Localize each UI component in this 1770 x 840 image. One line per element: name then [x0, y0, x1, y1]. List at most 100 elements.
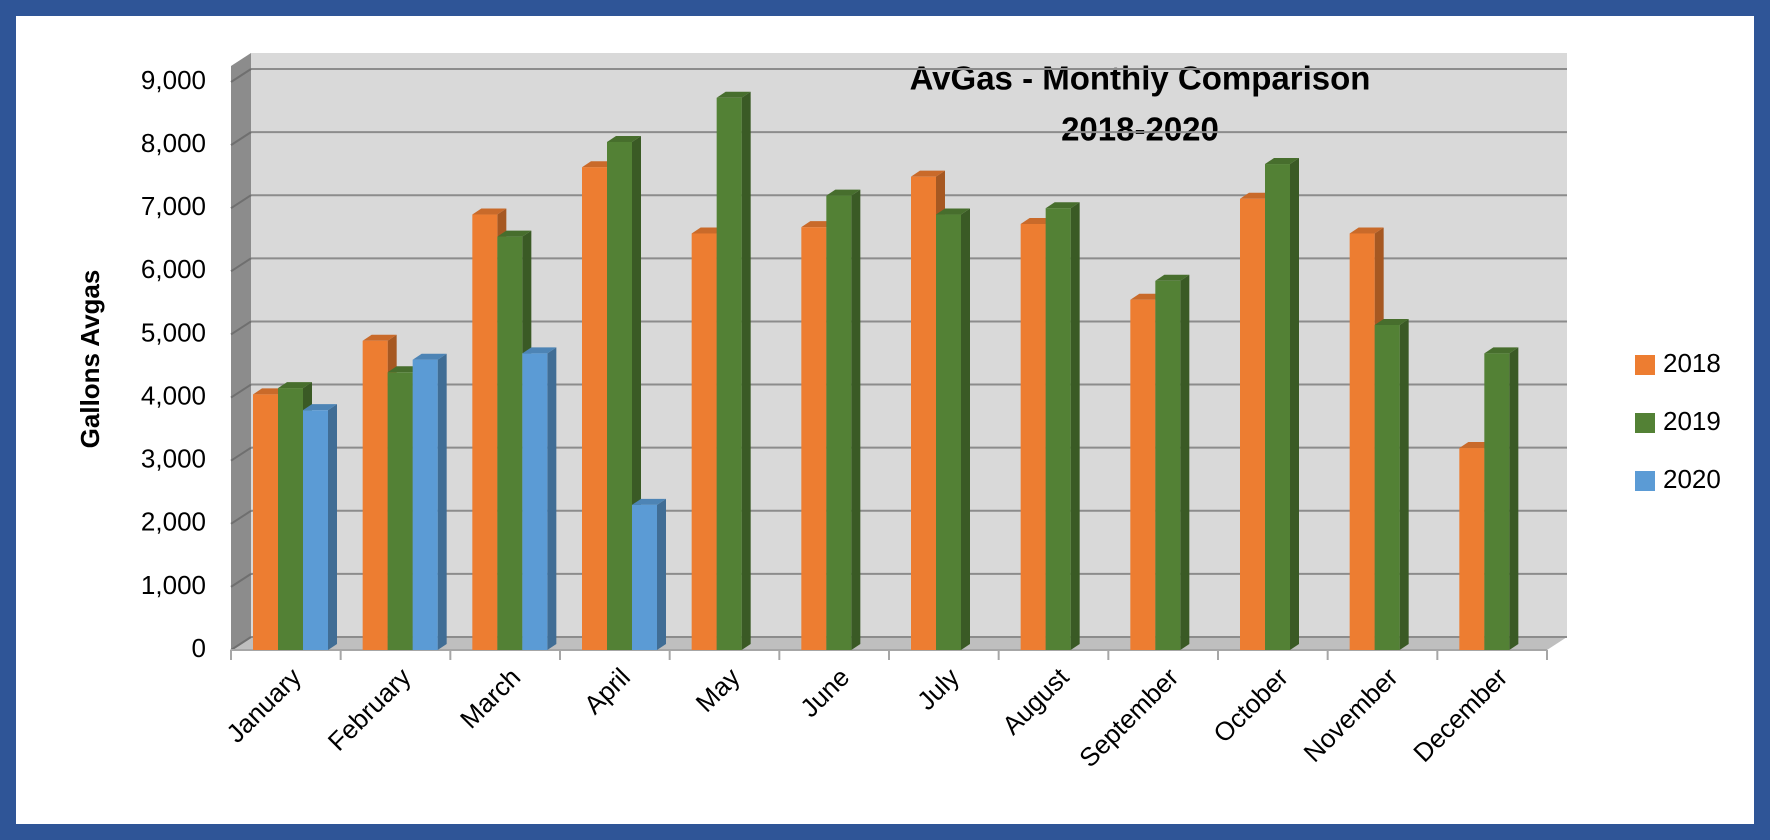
- bar-side: [1509, 347, 1519, 650]
- bar-group: [632, 498, 666, 650]
- bar-side: [741, 91, 751, 651]
- bar: [1045, 208, 1071, 650]
- back-wall: [251, 53, 1567, 637]
- bar-top: [497, 230, 532, 237]
- legend-label: 2018: [1663, 348, 1721, 378]
- bar: [1374, 324, 1400, 650]
- bar-side: [1180, 274, 1190, 650]
- y-tick-label: 4,000: [141, 380, 206, 410]
- bar-group: [522, 347, 557, 650]
- bar-side: [851, 189, 861, 650]
- bar-group: [497, 230, 532, 650]
- bar-top: [522, 347, 557, 354]
- bar: [716, 97, 742, 651]
- grid-line-side: [230, 636, 252, 651]
- bar: [362, 340, 388, 650]
- floor: [231, 637, 1567, 650]
- bar-top: [362, 334, 397, 341]
- bar: [632, 504, 657, 650]
- grid-line-side: [230, 446, 252, 462]
- bar: [936, 214, 961, 651]
- bar: [1240, 198, 1265, 650]
- grid-line-side: [230, 509, 252, 525]
- bar: [472, 214, 498, 651]
- bar: [303, 410, 328, 650]
- legend-label: 2020: [1663, 464, 1721, 494]
- bar: [826, 195, 852, 650]
- chart-subtitle: 2018-2020: [1061, 111, 1219, 148]
- bar: [801, 227, 827, 650]
- bar-side: [1070, 202, 1080, 650]
- y-tick-label: 0: [192, 633, 206, 663]
- y-tick-label: 9,000: [141, 65, 206, 95]
- y-axis-label: Gallons Avgas: [75, 270, 105, 449]
- bar-group: [936, 208, 970, 651]
- bar: [387, 372, 413, 650]
- bar: [1484, 353, 1510, 650]
- bar-group: [303, 404, 337, 650]
- y-tick-label: 6,000: [141, 254, 206, 284]
- bar-group: [1484, 347, 1519, 650]
- bar-top: [1155, 274, 1190, 281]
- bar-group: [716, 91, 751, 651]
- grid-line-side: [230, 320, 252, 336]
- bar-side: [437, 353, 447, 650]
- grid-line-side: [230, 68, 252, 83]
- bar-top: [826, 189, 861, 196]
- bar-side: [1399, 318, 1409, 650]
- bar: [1155, 280, 1181, 650]
- legend-swatch: [1635, 355, 1655, 375]
- chart-title: AvGas - Monthly Comparison: [910, 60, 1371, 97]
- grid-line-side: [230, 194, 252, 210]
- bar-top: [911, 170, 945, 177]
- bar-top: [1484, 347, 1519, 354]
- bar: [1349, 233, 1375, 650]
- bar-top: [607, 135, 641, 142]
- y-tick-label: 8,000: [141, 128, 206, 158]
- y-tick-label: 5,000: [141, 317, 206, 347]
- bar: [1130, 299, 1156, 650]
- legend-label: 2019: [1663, 406, 1721, 436]
- grid-line-side: [230, 257, 252, 273]
- bar: [911, 176, 936, 650]
- bar-top: [632, 498, 666, 505]
- bar-group: [1265, 158, 1299, 651]
- bar: [1459, 448, 1485, 650]
- bar-group: [826, 189, 861, 650]
- bar-side: [328, 404, 337, 650]
- bar-top: [1265, 158, 1299, 165]
- bar: [582, 167, 607, 650]
- bar-top: [1045, 202, 1080, 209]
- bar-top: [472, 208, 507, 215]
- bar-top: [303, 404, 337, 411]
- side-wall: [231, 53, 251, 650]
- grid-line-side: [230, 573, 252, 588]
- y-tick-label: 7,000: [141, 191, 206, 221]
- bar-group: [1045, 202, 1080, 650]
- bar-group: [1374, 318, 1409, 650]
- bar-top: [716, 91, 751, 98]
- y-tick-label: 3,000: [141, 444, 206, 474]
- bar-group: [412, 353, 447, 650]
- bar: [278, 388, 303, 650]
- bar-top: [1374, 318, 1409, 325]
- grid-line-side: [230, 383, 252, 399]
- bar: [497, 236, 523, 650]
- bar-top: [936, 208, 970, 215]
- bar-side: [961, 208, 970, 651]
- bar-side: [1290, 158, 1299, 651]
- y-tick-label: 2,000: [141, 507, 206, 537]
- bar-top: [1349, 227, 1384, 234]
- grid-line-side: [230, 131, 252, 146]
- bar-top: [412, 353, 447, 360]
- bar: [522, 353, 548, 650]
- legend-swatch: [1635, 413, 1655, 433]
- legend-swatch: [1635, 471, 1655, 491]
- bar: [1020, 224, 1046, 650]
- bar-group: [1155, 274, 1190, 650]
- bar: [691, 233, 717, 650]
- bar-side: [547, 347, 557, 650]
- bar: [1265, 164, 1290, 651]
- bar: [412, 359, 438, 650]
